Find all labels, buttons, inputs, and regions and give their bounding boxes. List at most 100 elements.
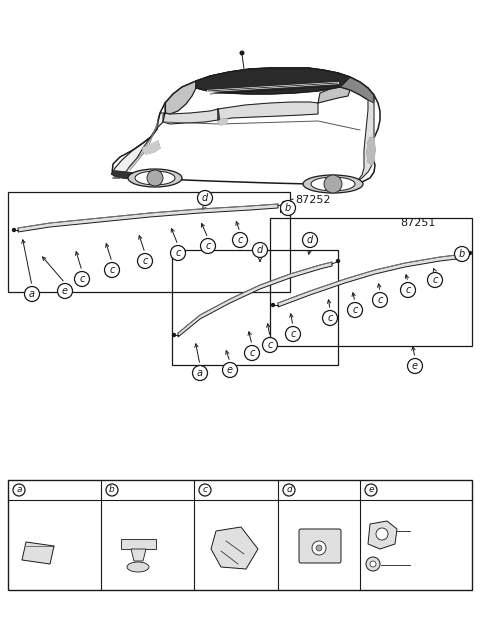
Text: a: a (197, 368, 203, 378)
Circle shape (137, 254, 153, 269)
Circle shape (283, 202, 286, 204)
Text: c: c (327, 313, 333, 323)
Circle shape (199, 484, 211, 496)
Text: c: c (175, 248, 180, 258)
Circle shape (24, 287, 39, 301)
Circle shape (192, 365, 207, 381)
Polygon shape (22, 542, 54, 564)
Text: c: c (290, 329, 296, 339)
Text: b: b (285, 203, 291, 213)
Text: 36192B: 36192B (299, 485, 336, 495)
Polygon shape (318, 87, 350, 103)
Polygon shape (178, 262, 332, 337)
Text: c: c (203, 485, 207, 495)
Circle shape (376, 528, 388, 540)
Circle shape (323, 311, 337, 326)
Circle shape (365, 484, 377, 496)
Circle shape (223, 363, 238, 378)
Polygon shape (131, 549, 146, 561)
Ellipse shape (135, 171, 175, 185)
Polygon shape (196, 68, 350, 94)
Circle shape (336, 259, 339, 262)
Polygon shape (340, 77, 374, 103)
Text: 87256A: 87256A (16, 518, 51, 527)
Circle shape (455, 246, 469, 261)
Text: c: c (142, 256, 148, 266)
Text: 87255A: 87255A (16, 506, 51, 515)
Polygon shape (165, 81, 196, 114)
Polygon shape (367, 138, 375, 165)
Text: a: a (29, 289, 35, 299)
Text: d: d (202, 193, 208, 203)
Text: d: d (286, 485, 292, 495)
Circle shape (240, 51, 244, 56)
Text: e: e (62, 286, 68, 296)
Circle shape (324, 175, 342, 193)
Ellipse shape (303, 175, 363, 193)
Circle shape (348, 303, 362, 318)
Text: b: b (109, 485, 115, 495)
Polygon shape (143, 141, 160, 154)
Circle shape (170, 246, 185, 261)
Text: c: c (377, 295, 383, 305)
Polygon shape (18, 204, 278, 232)
Polygon shape (218, 102, 318, 120)
Text: c: c (405, 285, 411, 295)
Circle shape (302, 233, 317, 248)
Circle shape (312, 541, 326, 555)
Text: a: a (16, 485, 22, 495)
Text: 87247: 87247 (109, 506, 137, 515)
Polygon shape (121, 539, 156, 549)
Text: c: c (109, 265, 115, 275)
Circle shape (263, 337, 277, 352)
Ellipse shape (127, 562, 149, 572)
Text: e: e (412, 361, 418, 371)
Text: 87248: 87248 (109, 518, 137, 527)
Polygon shape (218, 119, 228, 125)
Circle shape (106, 484, 118, 496)
Text: 87235A: 87235A (215, 485, 252, 495)
Circle shape (197, 191, 213, 206)
Polygon shape (112, 171, 133, 179)
Text: c: c (249, 348, 255, 358)
Circle shape (408, 358, 422, 373)
Text: e: e (368, 485, 374, 495)
Circle shape (74, 272, 89, 287)
Ellipse shape (311, 177, 355, 191)
Circle shape (252, 243, 267, 258)
Circle shape (272, 303, 275, 306)
Text: b: b (459, 249, 465, 259)
Circle shape (283, 484, 295, 496)
Text: c: c (237, 235, 243, 245)
Text: 87251: 87251 (400, 218, 435, 228)
Text: c: c (205, 241, 211, 251)
Circle shape (172, 334, 176, 337)
Polygon shape (112, 113, 165, 178)
Text: c: c (79, 274, 84, 284)
Circle shape (280, 201, 296, 215)
Text: e: e (227, 365, 233, 375)
Circle shape (366, 557, 380, 571)
FancyBboxPatch shape (8, 480, 472, 590)
Circle shape (370, 561, 376, 567)
Ellipse shape (128, 169, 182, 187)
Text: c: c (267, 340, 273, 350)
Polygon shape (368, 521, 397, 549)
Circle shape (372, 293, 387, 308)
Text: 87252: 87252 (295, 195, 331, 205)
Text: d: d (257, 245, 263, 255)
Text: 1338AC: 1338AC (411, 560, 446, 569)
Circle shape (147, 170, 163, 186)
Polygon shape (211, 527, 258, 569)
Circle shape (316, 545, 322, 551)
Circle shape (105, 262, 120, 277)
Text: 87241B: 87241B (411, 527, 445, 535)
Text: d: d (307, 235, 313, 245)
Circle shape (286, 326, 300, 342)
FancyBboxPatch shape (299, 529, 341, 563)
Circle shape (400, 282, 416, 298)
Polygon shape (278, 254, 465, 307)
Circle shape (232, 233, 248, 248)
Circle shape (13, 484, 25, 496)
Circle shape (58, 284, 72, 298)
